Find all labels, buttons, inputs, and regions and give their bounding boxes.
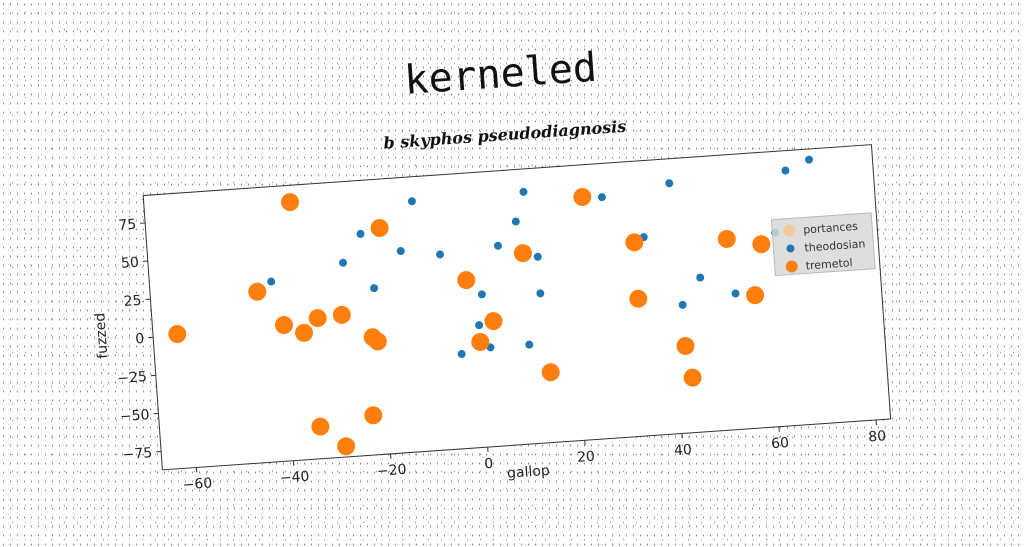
x-tick-label: 40 bbox=[674, 442, 693, 459]
y-tick-label: −75 bbox=[122, 445, 153, 463]
plot-area bbox=[143, 145, 890, 470]
chart-subtitle: b skyphos pseudodiagnosis bbox=[383, 117, 627, 153]
y-tick-label: 50 bbox=[121, 255, 140, 272]
y-axis-label: fuzzed bbox=[92, 312, 111, 359]
x-tick-label: −40 bbox=[279, 469, 310, 487]
chart-title: kerneled bbox=[403, 45, 598, 104]
x-tick-label: 0 bbox=[484, 456, 494, 473]
x-tick-label: 80 bbox=[868, 428, 887, 445]
x-tick-label: 60 bbox=[771, 435, 790, 452]
y-tick-label: −25 bbox=[117, 369, 148, 387]
y-tick-label: −50 bbox=[120, 407, 151, 425]
x-tick-label: −60 bbox=[182, 475, 213, 493]
x-tick-label: −20 bbox=[376, 462, 407, 480]
x-tick-label: 20 bbox=[576, 449, 595, 466]
y-tick-label: 75 bbox=[118, 217, 137, 234]
x-axis-label: gallop bbox=[507, 463, 551, 482]
y-tick-label: 0 bbox=[135, 331, 145, 348]
y-tick-label: 25 bbox=[123, 293, 142, 310]
